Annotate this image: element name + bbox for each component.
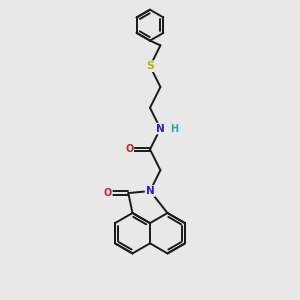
Text: N: N [146, 186, 154, 196]
Text: N: N [156, 124, 165, 134]
Text: O: O [104, 188, 112, 198]
Text: O: O [125, 144, 133, 154]
Text: S: S [146, 61, 154, 71]
Text: H: H [170, 124, 178, 134]
